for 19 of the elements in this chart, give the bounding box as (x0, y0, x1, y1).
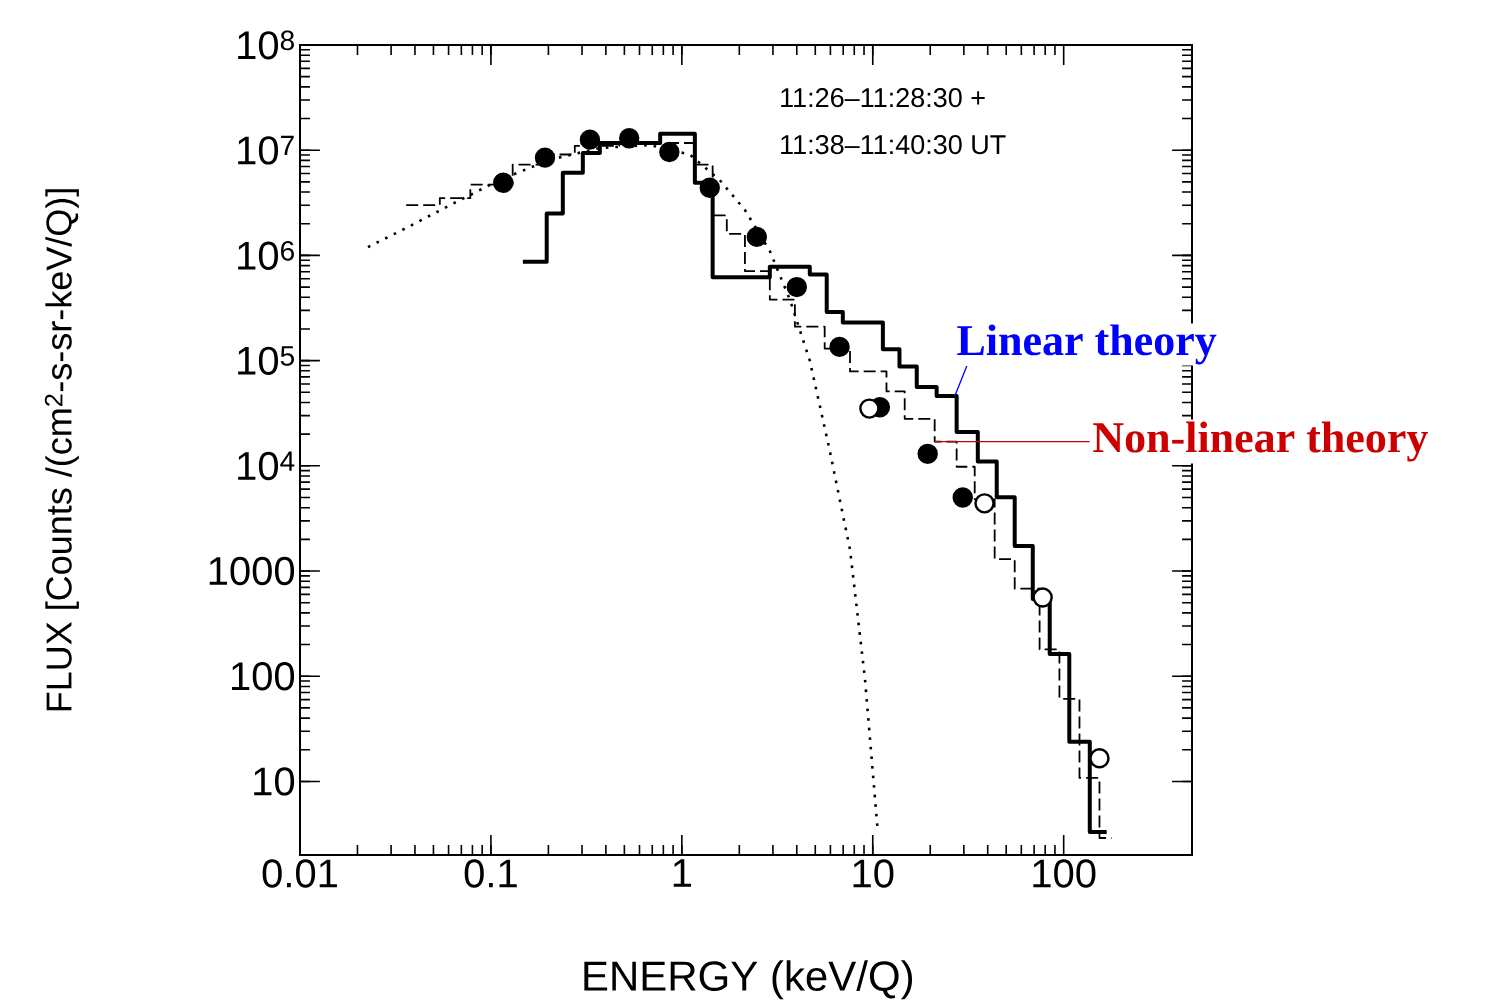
x-tick-label: 10 (853, 859, 894, 888)
y-tick-label: 10$^{6}$ (238, 240, 294, 270)
y-tick-label: 10 (254, 767, 295, 796)
y-tick-label: 10$^{8}$ (238, 30, 294, 60)
annotation: 11:26–11:28:30 + (781, 88, 985, 108)
y-tick-label: 10$^{4}$ (238, 451, 295, 481)
y-tick-label: 100 (231, 662, 295, 691)
x-tick-label: 100 (1033, 859, 1096, 888)
x-tick-label: 0.1 (464, 859, 517, 888)
y-tick-label: 10$^{5}$ (238, 346, 294, 375)
x-tick-label: 0.01 (262, 859, 337, 888)
annotation: Non-linear theory (1093, 421, 1428, 462)
y-tick-label: 10$^{7}$ (238, 135, 294, 165)
y-axis-title: FLUX [Counts /(cm$^{2}$-s-sr-keV/Q)] (44, 189, 79, 711)
annotation: 11:38–11:40:30 UT (781, 135, 1006, 155)
y-tick-label: 1000 (209, 556, 295, 586)
x-tick-label: 1 (673, 859, 692, 887)
x-axis-title: ENERGY (keV/Q) (584, 960, 913, 1000)
annotation: Linear theory (957, 324, 1217, 365)
